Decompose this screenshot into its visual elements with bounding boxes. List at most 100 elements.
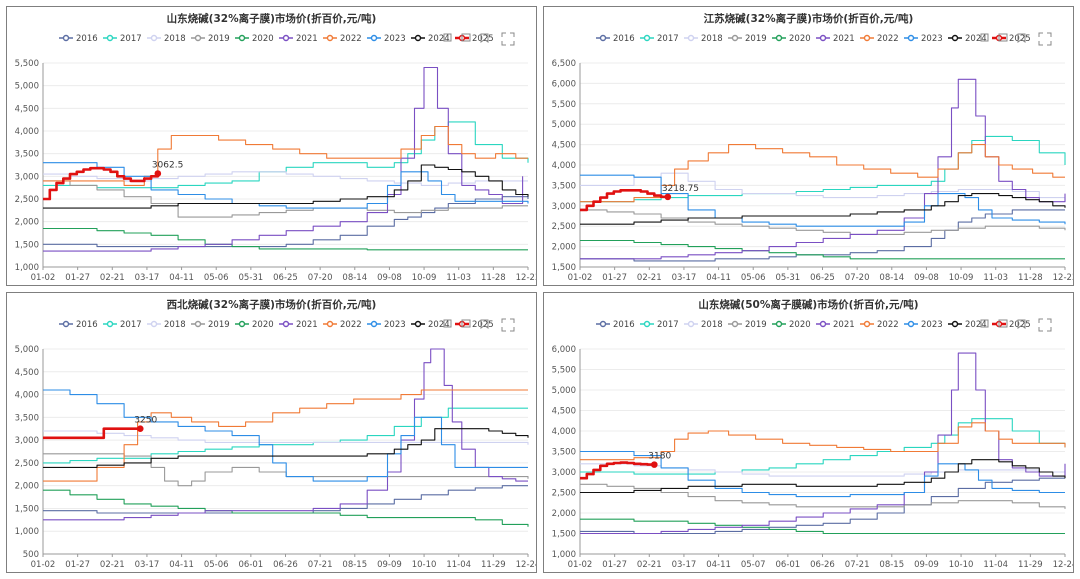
x-tick-label: 02-21: [100, 273, 125, 283]
series-line-2022: [580, 144, 1065, 203]
y-tick-label: 4,500: [552, 407, 576, 417]
chart-panel-jiangsu-32: 江苏烧碱(32%离子膜)市场价(折百价,元/吨) 2016 2017 2018 2019…: [543, 6, 1074, 286]
chart-title: 江苏烧碱(32%离子膜)市场价(折百价,元/吨): [704, 12, 914, 25]
legend-item-2017[interactable]: 2017: [103, 320, 142, 330]
legend-item-2024[interactable]: 2024: [948, 320, 987, 330]
svg-text:2022: 2022: [877, 34, 899, 44]
highlight-label: 3250: [134, 416, 157, 426]
svg-text:2023: 2023: [384, 34, 406, 44]
svg-text:2021: 2021: [296, 320, 318, 330]
legend-item-2024[interactable]: 2024: [411, 34, 450, 44]
legend-item-2020[interactable]: 2020: [772, 320, 811, 330]
series-line-2022: [580, 422, 1066, 461]
chart-toolbox[interactable]: [443, 318, 515, 332]
x-tick-label: 12-24: [1053, 560, 1073, 570]
y-tick-label: 1,500: [552, 530, 576, 540]
legend-item-2019[interactable]: 2019: [728, 320, 767, 330]
legend-item-2017[interactable]: 2017: [103, 34, 142, 44]
y-tick-label: 2,500: [15, 195, 39, 205]
chart-panel-shandong-50: 山东烧碱(50%离子膜碱)市场价(折百价,元/吨) 2016 2017 2018 201…: [543, 292, 1074, 573]
series-line-2018: [580, 172, 1066, 202]
x-tick-label: 07-20: [845, 273, 870, 283]
legend-item-2019[interactable]: 2019: [191, 320, 230, 330]
legend-item-2020[interactable]: 2020: [772, 34, 811, 44]
x-tick-label: 08-15: [879, 560, 904, 570]
legend-item-2019[interactable]: 2019: [728, 34, 767, 44]
chart-toolbox[interactable]: [980, 32, 1052, 46]
legend-item-2023[interactable]: 2023: [367, 320, 406, 330]
svg-text:2024: 2024: [428, 34, 450, 44]
x-tick-label: 11-28: [481, 273, 506, 283]
svg-text:2025: 2025: [1009, 320, 1031, 330]
series-line-2021: [580, 78, 1066, 260]
legend-item-2023[interactable]: 2023: [367, 34, 406, 44]
legend-item-2021[interactable]: 2021: [279, 320, 318, 330]
svg-text:2018: 2018: [164, 34, 186, 44]
legend-item-2024[interactable]: 2024: [411, 320, 450, 330]
chart-toolbox[interactable]: [980, 318, 1052, 332]
y-tick-label: 1,500: [552, 263, 576, 273]
svg-text:2019: 2019: [208, 320, 230, 330]
svg-text:2021: 2021: [833, 34, 855, 44]
svg-text:2022: 2022: [340, 320, 362, 330]
x-tick-label: 09-08: [377, 273, 402, 283]
legend-item-2024[interactable]: 2024: [948, 34, 987, 44]
legend-item-2017[interactable]: 2017: [640, 320, 679, 330]
data-view-icon: [980, 33, 989, 42]
series-line-2024: [43, 428, 529, 468]
restore-icon: [998, 319, 1008, 328]
legend-item-2023[interactable]: 2023: [904, 320, 943, 330]
legend-item-2021[interactable]: 2021: [279, 34, 318, 44]
svg-text:2017: 2017: [657, 34, 679, 44]
legend-item-2022[interactable]: 2022: [860, 34, 899, 44]
legend-item-2016[interactable]: 2016: [59, 34, 98, 44]
y-tick-label: 5,000: [552, 386, 576, 396]
svg-text:2018: 2018: [164, 320, 186, 330]
y-tick-label: 500: [23, 550, 39, 560]
x-tick-label: 11-29: [1018, 560, 1043, 570]
x-tick-label: 12-23: [1053, 273, 1073, 283]
legend-item-2022[interactable]: 2022: [860, 320, 899, 330]
legend-item-2016[interactable]: 2016: [596, 320, 635, 330]
y-tick-label: 3,000: [552, 202, 576, 212]
legend-item-2017[interactable]: 2017: [640, 34, 679, 44]
svg-text:2018: 2018: [701, 34, 723, 44]
legend-item-2022[interactable]: 2022: [323, 34, 362, 44]
y-tick-label: 5,500: [15, 59, 39, 69]
legend-item-2021[interactable]: 2021: [816, 320, 855, 330]
x-tick-label: 06-01: [776, 560, 801, 570]
legend-item-2018[interactable]: 2018: [684, 320, 723, 330]
y-tick-label: 5,500: [552, 366, 576, 376]
svg-text:2023: 2023: [384, 320, 406, 330]
legend-item-2018[interactable]: 2018: [147, 34, 186, 44]
legend-item-2021[interactable]: 2021: [816, 34, 855, 44]
x-tick-label: 06-01: [239, 560, 264, 570]
x-tick-label: 01-27: [65, 560, 90, 570]
x-tick-label: 04-11: [706, 273, 731, 283]
svg-text:2019: 2019: [208, 34, 230, 44]
fullscreen-icon: [501, 32, 515, 46]
legend-item-2018[interactable]: 2018: [684, 34, 723, 44]
x-tick-label: 10-09: [412, 273, 437, 283]
legend-item-2023[interactable]: 2023: [904, 34, 943, 44]
legend-item-2016[interactable]: 2016: [59, 320, 98, 330]
series-line-2019: [43, 453, 529, 487]
restore-icon: [461, 319, 471, 328]
legend-item-2016[interactable]: 2016: [596, 34, 635, 44]
series-line-2022: [43, 389, 528, 482]
legend-item-2020[interactable]: 2020: [235, 320, 274, 330]
x-tick-label: 05-06: [741, 273, 766, 283]
chart-toolbox[interactable]: [443, 32, 515, 46]
svg-text:2025: 2025: [1009, 34, 1031, 44]
svg-text:2022: 2022: [340, 34, 362, 44]
svg-text:2020: 2020: [252, 34, 274, 44]
series-line-2018: [43, 171, 528, 186]
chart-panel-northwest-32: 西北烧碱(32%离子膜)市场价(折百价,元/吨) 2016 2017 2018 2019…: [6, 292, 537, 573]
legend-item-2018[interactable]: 2018: [147, 320, 186, 330]
highlight-label: 3218.75: [662, 184, 699, 194]
x-tick-label: 04-11: [706, 560, 731, 570]
legend-item-2022[interactable]: 2022: [323, 320, 362, 330]
legend-item-2019[interactable]: 2019: [191, 34, 230, 44]
legend-item-2020[interactable]: 2020: [235, 34, 274, 44]
svg-text:2017: 2017: [120, 320, 142, 330]
